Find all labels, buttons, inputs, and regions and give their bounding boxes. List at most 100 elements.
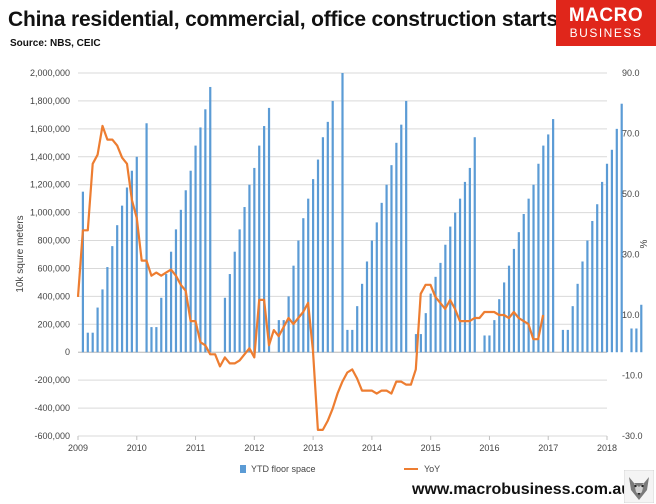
- y-tick-label: 600,000: [37, 263, 70, 273]
- y-tick-label: 400,000: [37, 291, 70, 301]
- x-tick-label: 2018: [597, 443, 617, 453]
- bar: [307, 198, 310, 353]
- bar: [576, 283, 579, 353]
- bar: [439, 262, 442, 353]
- bar: [370, 240, 373, 353]
- bar: [297, 240, 300, 353]
- wolf-mascot-icon: [624, 470, 654, 503]
- bar: [360, 283, 364, 353]
- bar: [527, 198, 530, 353]
- bar: [331, 100, 334, 353]
- logo-line-1: MACRO: [568, 5, 644, 26]
- y2-tick-label: 90.0: [622, 68, 640, 78]
- bar: [135, 156, 138, 353]
- bar: [160, 297, 163, 353]
- chart-title: China residential, commercial, office co…: [8, 8, 558, 31]
- bar: [581, 261, 584, 353]
- x-tick-label: 2016: [479, 443, 499, 453]
- bar: [86, 332, 89, 353]
- bar: [615, 128, 618, 353]
- y-axis-title: 10k squre meters: [15, 215, 26, 292]
- bar: [248, 184, 251, 353]
- bar: [463, 181, 467, 353]
- bar: [542, 145, 545, 353]
- legend-swatch-bars: [240, 465, 246, 473]
- chart-legend: YTD floor space YoY: [240, 464, 440, 474]
- bar: [571, 306, 574, 353]
- bar: [81, 191, 85, 353]
- bar: [316, 159, 320, 353]
- bar: [189, 170, 192, 353]
- bar: [429, 293, 432, 353]
- bar: [96, 307, 99, 353]
- bar: [267, 107, 271, 353]
- bar: [390, 165, 393, 353]
- bar: [365, 261, 369, 353]
- bar: [385, 184, 388, 353]
- bar: [169, 251, 173, 353]
- bar: [498, 299, 501, 353]
- bar: [209, 86, 212, 353]
- bar: [434, 276, 437, 353]
- bar: [101, 289, 104, 353]
- bar: [326, 121, 329, 353]
- bar: [522, 214, 525, 353]
- bar: [125, 187, 129, 353]
- bar: [341, 73, 344, 353]
- bar: [537, 163, 540, 353]
- bar: [468, 167, 471, 353]
- bar: [282, 320, 285, 353]
- x-tick-label: 2017: [538, 443, 558, 453]
- bar: [454, 212, 457, 353]
- y2-tick-label: 70.0: [622, 129, 640, 139]
- y-tick-label: -400,000: [34, 403, 70, 413]
- x-tick-label: 2010: [127, 443, 147, 453]
- footer-url[interactable]: www.macrobusiness.com.au: [412, 481, 632, 498]
- bar: [488, 335, 491, 353]
- y2-tick-label: 50.0: [622, 189, 640, 199]
- bar: [223, 297, 227, 353]
- bar: [640, 304, 643, 353]
- line-series-yoy: [76, 124, 545, 431]
- bar: [405, 100, 408, 353]
- bar: [233, 251, 236, 353]
- bar: [194, 145, 197, 353]
- macrobusiness-logo[interactable]: MACRO BUSINESS: [556, 0, 656, 46]
- bar: [91, 332, 94, 353]
- bar: [561, 329, 565, 353]
- x-tick-label: 2011: [186, 443, 205, 453]
- bar: [375, 222, 378, 353]
- bar: [473, 137, 476, 353]
- y-tick-label: 1,200,000: [30, 180, 70, 190]
- bar: [111, 246, 114, 353]
- bar: [600, 181, 604, 353]
- bar: [552, 119, 555, 353]
- bar: [596, 204, 599, 353]
- bar: [155, 327, 158, 353]
- bar: [610, 149, 614, 353]
- yoy-line: [76, 124, 545, 431]
- bar: [503, 282, 506, 353]
- bar: [165, 274, 168, 353]
- bar: [620, 103, 623, 353]
- bar-series-ytd-floor-space: [81, 73, 643, 353]
- bar: [532, 184, 535, 353]
- bar: [414, 334, 418, 353]
- bar: [145, 123, 148, 353]
- y2-tick-label: 30.0: [622, 250, 640, 260]
- y-tick-label: 800,000: [37, 236, 70, 246]
- bar: [120, 205, 124, 353]
- y-tick-label: 0: [65, 347, 70, 357]
- y-tick-label: 2,000,000: [30, 68, 70, 78]
- x-tick-label: 2013: [303, 443, 323, 453]
- bar: [630, 328, 633, 353]
- y2-tick-label: 10.0: [622, 310, 640, 320]
- logo-line-2: BUSINESS: [569, 26, 643, 40]
- bar: [586, 240, 589, 353]
- y-tick-label: -200,000: [34, 375, 70, 385]
- bar: [258, 145, 261, 353]
- bar: [321, 137, 325, 353]
- y-tick-label: 1,800,000: [30, 96, 70, 106]
- bar: [253, 167, 256, 353]
